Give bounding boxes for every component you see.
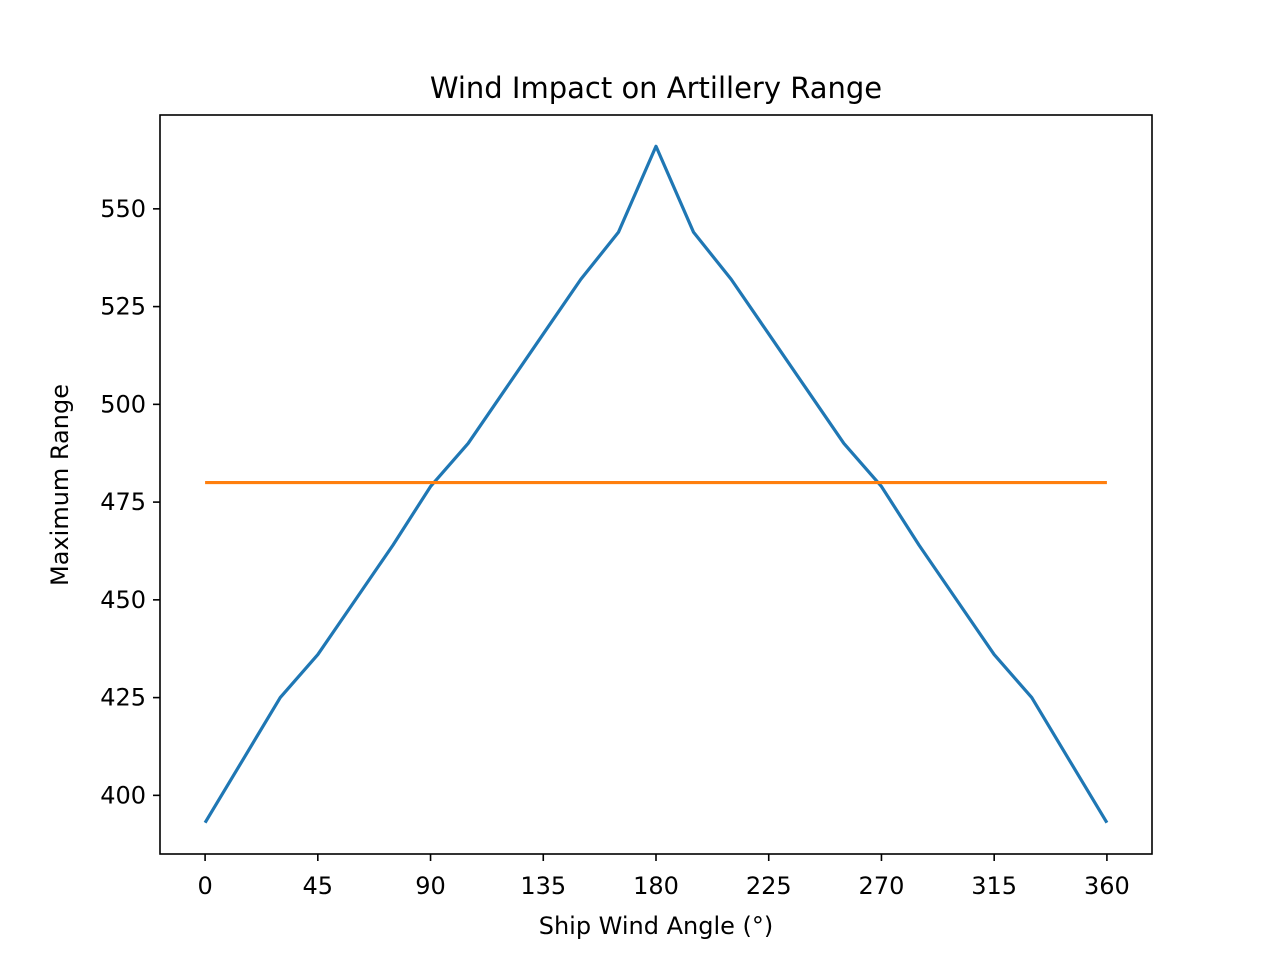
axes-frame <box>159 114 1153 855</box>
x-tick-label: 45 <box>303 872 334 900</box>
series-line-0 <box>203 144 1109 824</box>
y-tick-label: 450 <box>100 586 146 614</box>
x-tick-label: 270 <box>859 872 905 900</box>
y-tick-label: 475 <box>100 488 146 516</box>
x-tick-label: 0 <box>197 872 212 900</box>
x-tick-label: 315 <box>971 872 1017 900</box>
x-tick-label: 225 <box>746 872 792 900</box>
y-tick-label: 550 <box>100 195 146 223</box>
y-tick-label: 525 <box>100 293 146 321</box>
y-axis: 400 425 450 475 500 525 550 <box>100 195 160 809</box>
y-tick-label: 500 <box>100 390 146 418</box>
y-tick-label: 425 <box>100 684 146 712</box>
y-axis-label: Maximum Range <box>46 384 74 586</box>
x-axis: 0 45 90 135 180 225 270 315 360 <box>197 854 1130 900</box>
chart-title: Wind Impact on Artillery Range <box>430 71 882 105</box>
x-tick-label: 360 <box>1084 872 1130 900</box>
y-tick-label: 400 <box>100 781 146 809</box>
x-tick-label: 135 <box>520 872 566 900</box>
x-tick-label: 180 <box>633 872 679 900</box>
x-tick-label: 90 <box>415 872 446 900</box>
plot-area <box>203 144 1109 824</box>
x-axis-label: Ship Wind Angle (°) <box>539 912 774 940</box>
